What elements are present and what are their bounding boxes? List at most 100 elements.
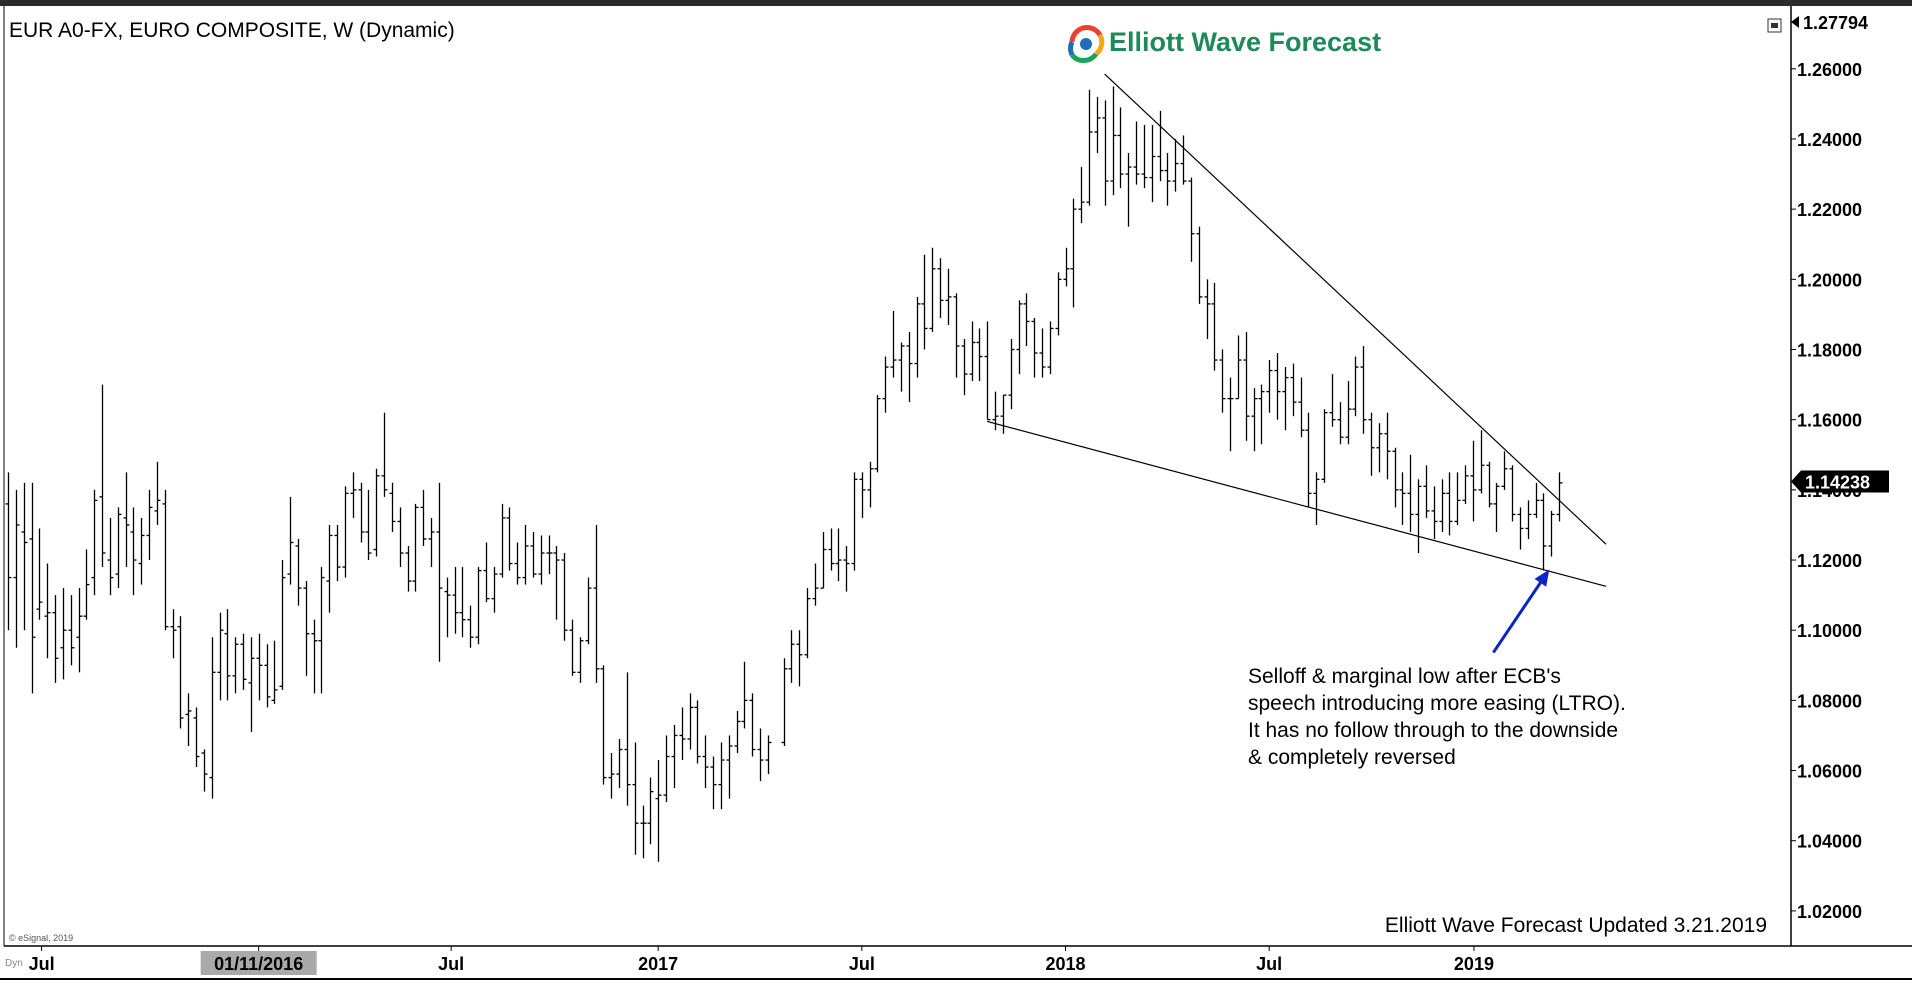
last-price-flag-bg [1791, 470, 1889, 493]
ohlc-bar [1070, 198, 1077, 308]
ohlc-bar [1517, 507, 1524, 550]
trendline-lower[interactable] [987, 420, 1607, 587]
ohlc-bar [428, 517, 435, 568]
ohlc-bar [99, 384, 106, 568]
ohlc-bar [326, 524, 333, 613]
ohlc-bar [914, 296, 921, 378]
ohlc-bar [616, 738, 623, 789]
price-tick-label: 1.02000 [1797, 902, 1862, 922]
price-tick-label: 1.26000 [1797, 60, 1862, 80]
top-value-marker [1791, 16, 1799, 28]
brand-logo: Elliott Wave Forecast [1068, 24, 1381, 63]
ohlc-bar [741, 661, 748, 729]
ohlc-bar [1446, 472, 1453, 536]
trendline-upper[interactable] [1104, 73, 1607, 545]
ohlc-bar [969, 321, 976, 382]
annotation-line-4: & completely reversed [1248, 746, 1456, 769]
ohlc-bar [945, 268, 952, 325]
ohlc-bar [1352, 356, 1359, 417]
ohlc-bar [499, 503, 506, 578]
ohlc-bar [1290, 363, 1297, 417]
ohlc-bar [358, 482, 365, 543]
ohlc-bar [687, 693, 694, 750]
price-tick-label: 1.18000 [1797, 341, 1862, 361]
annotation: Selloff & marginal low after ECB's speec… [1248, 569, 1626, 769]
brand-name: Elliott Wave Forecast [1109, 27, 1381, 57]
price-tick-label: 1.06000 [1797, 762, 1862, 782]
ohlc-bar [530, 531, 537, 578]
ohlc-bar [804, 588, 811, 659]
ohlc-bar [828, 528, 835, 571]
ohlc-bar [1298, 377, 1305, 438]
ohlc-bar [1258, 384, 1265, 445]
ohlc-bar [734, 710, 741, 754]
ohlc-bar [60, 588, 67, 680]
ohlc-bar [444, 577, 451, 638]
ohlc-bar [1102, 100, 1109, 206]
ohlc-bar [1282, 367, 1289, 431]
ohlc-bar [1376, 423, 1383, 473]
ohlc-bar [1023, 293, 1030, 346]
ohlc-bar [52, 595, 59, 683]
ohlc-bar [1454, 472, 1461, 525]
ohlc-bar [859, 472, 866, 518]
ohlc-bar [185, 693, 192, 746]
ohlc-bar [1196, 226, 1203, 304]
ohlc-bar [68, 595, 75, 666]
time-tick-label: Jul [849, 954, 875, 974]
ohlc-bar [224, 609, 231, 701]
ohlc-bar [1360, 346, 1367, 434]
ohlc-bar [961, 338, 968, 396]
ohlc-bar [624, 672, 631, 806]
ohlc-bar [381, 412, 388, 497]
ohlc-bar [890, 310, 897, 378]
time-tick-label: 2019 [1454, 954, 1494, 974]
ohlc-bar [1368, 412, 1375, 476]
ohlc-bar [640, 805, 647, 859]
ohlc-bar [138, 517, 145, 585]
ohlc-bar [36, 528, 43, 620]
restore-window-icon[interactable] [1767, 18, 1782, 33]
ohlc-bar [608, 753, 615, 799]
ohlc-bar [1251, 388, 1258, 452]
ohlc-bar [506, 507, 513, 571]
time-axis: Jul 01/11/2016 Jul 2017 Jul 2018 Jul 2019 [29, 946, 1494, 975]
ohlc-bar [397, 507, 404, 568]
ohlc-bar [373, 468, 380, 557]
ohlc-bar [522, 524, 529, 585]
ohlc-bar [83, 549, 90, 620]
ohlc-bar [694, 700, 701, 764]
ohlc-bar [1110, 86, 1117, 196]
annotation-line-3: It has no follow through to the downside [1248, 719, 1618, 742]
ohlc-bar [600, 665, 607, 785]
ohlc-bar [593, 524, 600, 683]
ohlc-bar [1321, 409, 1328, 483]
ohlc-bar [436, 482, 443, 662]
ohlc-bar [115, 507, 122, 589]
time-tick-label: Jul [438, 954, 464, 974]
copyright-label: © eSignal, 2019 [9, 933, 73, 943]
ohlc-bar [271, 640, 278, 704]
ohlc-bar [491, 567, 498, 613]
corner-label: Dyn [5, 958, 23, 969]
ohlc-bar [820, 531, 827, 589]
ohlc-bar [647, 777, 654, 845]
ohlc-bar [976, 328, 983, 382]
ohlc-bar [1548, 510, 1555, 557]
ohlc-bar [264, 644, 271, 708]
ohlc-bar [420, 489, 427, 546]
ohlc-bar [1266, 360, 1273, 413]
ohlc-bar [1016, 300, 1023, 375]
ohlc-bar [193, 707, 200, 768]
ohlc-bar [585, 577, 592, 645]
ohlc-bar [1423, 465, 1430, 518]
ohlc-bar [1329, 374, 1336, 427]
ohlc-bar [671, 724, 678, 789]
ohlc-bar [1407, 454, 1414, 532]
ohlc-bar [1000, 394, 1007, 434]
ohlc-bar [162, 489, 169, 631]
ohlc-bar [1164, 153, 1171, 206]
price-tick-label: 1.08000 [1797, 691, 1862, 711]
ohlc-bar [1533, 482, 1540, 518]
